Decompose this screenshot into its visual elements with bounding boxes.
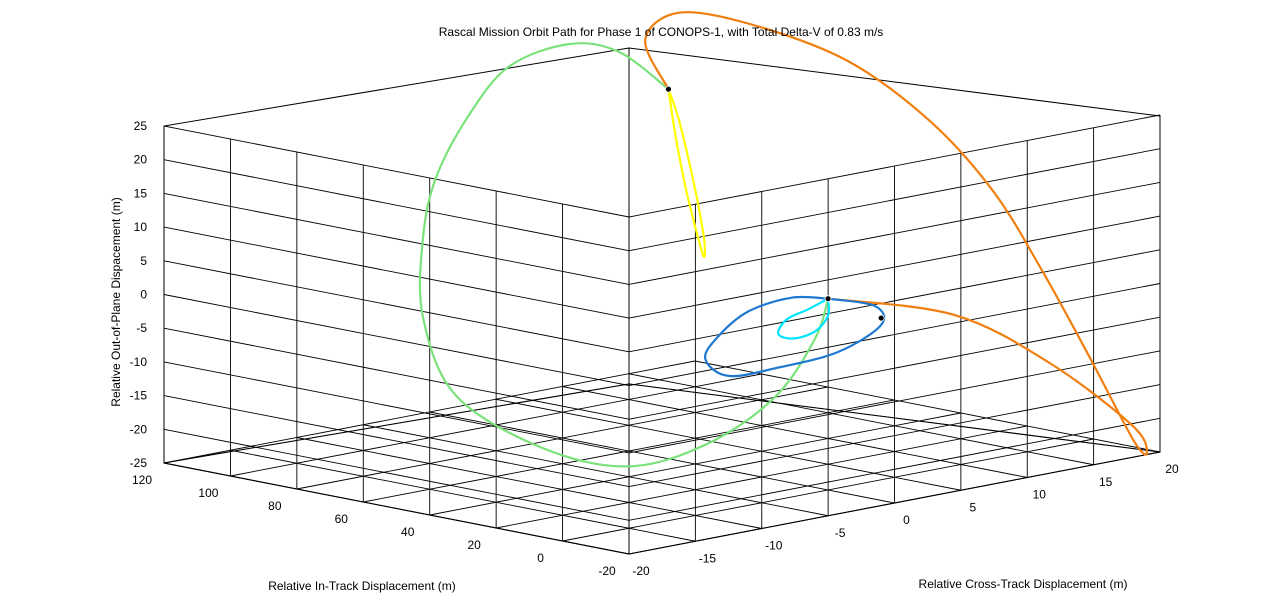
gridline-floor-y <box>628 451 1161 555</box>
z-tick-label: -5 <box>136 321 147 335</box>
gridline-floor-x <box>429 411 895 504</box>
z-tick-label: -25 <box>130 456 148 470</box>
gridline-floor-y <box>163 360 696 464</box>
x-tick-label: 5 <box>970 500 977 514</box>
y-tick-label: 20 <box>467 538 481 552</box>
gridline-side-z <box>163 327 630 420</box>
z-tick-label: -15 <box>130 389 148 403</box>
gridline-floor-x <box>163 462 630 555</box>
gridline-side-z <box>163 125 630 218</box>
marker-target <box>877 314 885 322</box>
gridline-side-z <box>163 260 630 353</box>
gridline-side-z <box>163 294 630 386</box>
chart-title: Rascal Mission Orbit Path for Phase 1 of… <box>439 25 884 39</box>
gridline-floor-y <box>496 425 1028 529</box>
gridline-floor-x <box>495 398 961 491</box>
gridline-floor-x <box>628 373 1094 466</box>
series-cyan-ellipse <box>777 297 831 340</box>
gridline-side-z <box>163 192 630 285</box>
y-tick-label: 0 <box>537 551 544 565</box>
gridline-floor-x <box>230 449 696 542</box>
gridline-floor-x <box>694 360 1161 453</box>
gridline-side-z <box>163 226 630 319</box>
gridline-floor-y <box>429 412 961 516</box>
x-tick-label: -15 <box>699 551 717 565</box>
gridline-back-z <box>628 181 1161 285</box>
y-tick-label: 100 <box>198 486 218 500</box>
gridline-back-z <box>628 114 1161 218</box>
x-axis-label: Relative Cross-Track Displacement (m) <box>919 577 1128 591</box>
gridline-floor-x <box>562 386 1028 478</box>
gridline-side-z <box>163 395 630 488</box>
gridline-side-z <box>163 159 630 252</box>
x-tick-label: 20 <box>1165 462 1179 476</box>
z-tick-label: 10 <box>134 220 148 234</box>
x-tick-label: 15 <box>1099 475 1113 489</box>
gridline-back-z <box>628 148 1161 252</box>
tick-labels: -25-20-15-10-50510152025-200204060801001… <box>130 119 1179 578</box>
gridline-back-z <box>628 384 1161 488</box>
x-tick-label: -10 <box>765 539 783 553</box>
z-tick-label: 25 <box>134 119 148 133</box>
back-panes <box>163 47 1161 555</box>
series-orange-transfer <box>644 11 1148 456</box>
z-tick-label: -20 <box>130 422 148 436</box>
x-tick-label: -5 <box>835 526 846 540</box>
gridline-floor-y <box>296 386 828 490</box>
x-tick-label: 0 <box>903 513 910 527</box>
gridline-back-z <box>628 215 1161 319</box>
z-tick-label: 0 <box>140 288 147 302</box>
gridline-floor-y <box>562 438 1094 542</box>
gridline-back-z <box>628 417 1161 521</box>
y-tick-label: 120 <box>132 473 152 487</box>
x-tick-label: 10 <box>1033 488 1047 502</box>
orbit-curves <box>418 11 1148 468</box>
marker-start <box>665 85 672 93</box>
y-tick-label: 40 <box>401 525 415 539</box>
gridline-side-z <box>163 428 630 521</box>
gridline-back-z <box>628 249 1161 353</box>
gridline-floor-y <box>363 399 895 503</box>
gridline-back-z <box>628 316 1161 420</box>
series-green-transfer <box>418 42 830 468</box>
y-tick-label: 60 <box>335 512 349 526</box>
y-tick-label: 80 <box>268 499 282 513</box>
y-axis-label: Relative In-Track Displacement (m) <box>268 579 456 593</box>
gridline-side-z <box>163 361 630 454</box>
gridline-floor-x <box>296 437 762 529</box>
gridline-floor-x <box>363 424 829 517</box>
z-axis-label: Relative Out-of-Plane Dispacement (m) <box>109 197 123 406</box>
z-tick-label: -10 <box>130 355 148 369</box>
gridline-back-z <box>628 350 1161 454</box>
marker-rendezvous <box>824 295 832 303</box>
z-tick-label: 15 <box>134 186 148 200</box>
x-tick-label: -20 <box>632 564 650 578</box>
series-yellow-ellipse <box>667 88 706 259</box>
y-tick-label: -20 <box>598 564 616 578</box>
z-tick-label: 5 <box>140 254 147 268</box>
z-tick-label: 20 <box>134 153 148 167</box>
orbit-markers <box>665 85 885 322</box>
gridline-back-z <box>628 283 1161 386</box>
gridlines <box>163 114 1161 555</box>
